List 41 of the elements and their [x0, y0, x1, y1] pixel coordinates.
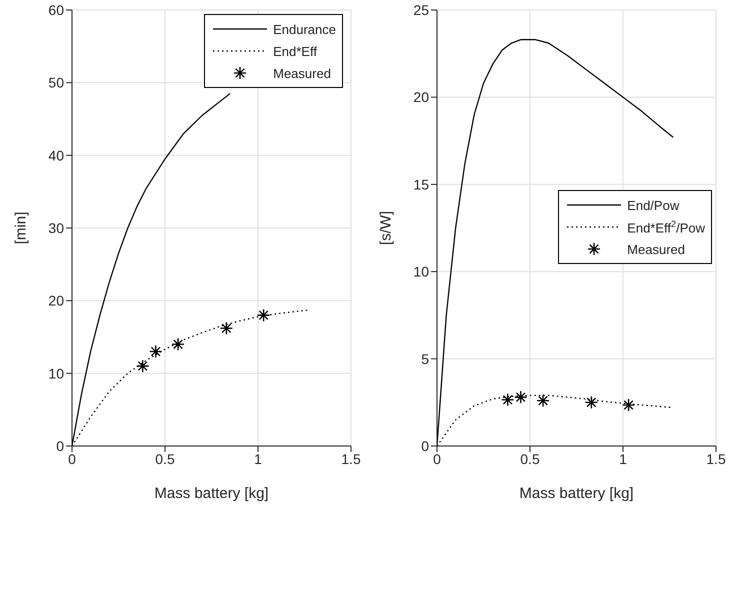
- y-tick-label: 5: [421, 350, 430, 367]
- y-tick-label: 0: [56, 438, 64, 454]
- y-tick-label: 30: [48, 220, 64, 236]
- point: [584, 396, 598, 410]
- point: [501, 393, 514, 406]
- x-tick-label: 1.5: [706, 450, 726, 467]
- y-tick-label: 0: [421, 438, 430, 454]
- point: [149, 344, 162, 358]
- y-axis-title: [s/W]: [377, 210, 394, 246]
- x-tick-label: 1.5: [341, 450, 361, 467]
- point: [220, 322, 234, 335]
- y-axis-title: [min]: [12, 212, 30, 244]
- y-tick-label: 60: [48, 2, 64, 18]
- y-tick-label: 10: [48, 365, 64, 382]
- legend-label: End/Pow: [627, 198, 680, 212]
- point: [514, 390, 528, 404]
- x-tick-label: 0: [433, 450, 442, 467]
- point: [256, 308, 270, 322]
- legend-label: End*Eff$^{2}$/Pow: [627, 218, 705, 236]
- point: [536, 394, 550, 408]
- x-tick-label: 0.5: [155, 450, 175, 467]
- x-axis-title: Mass battery [kg]: [519, 485, 634, 502]
- y-tick-label: 40: [48, 147, 64, 164]
- y-tick-label: 20: [413, 89, 430, 106]
- point: [622, 398, 636, 412]
- legend-label: Endurance: [273, 22, 336, 36]
- y-tick-label: 50: [48, 74, 64, 91]
- point: [136, 359, 150, 373]
- legend-label: Measured: [627, 242, 685, 256]
- point: [171, 338, 185, 351]
- y-tick-label: 10: [413, 264, 430, 280]
- y-tick-label: 25: [413, 2, 430, 18]
- x-tick-label: 1: [254, 450, 262, 467]
- y-tick-label: 15: [413, 176, 430, 192]
- x-tick-label: 1: [619, 450, 628, 467]
- legend-label: Measured: [273, 66, 331, 80]
- x-tick-label: 0: [68, 450, 76, 467]
- x-axis-title: Mass battery [kg]: [154, 485, 269, 502]
- x-tick-label: 0.5: [520, 450, 540, 467]
- legend-label: End*Eff: [273, 44, 317, 58]
- y-tick-label: 20: [48, 292, 64, 309]
